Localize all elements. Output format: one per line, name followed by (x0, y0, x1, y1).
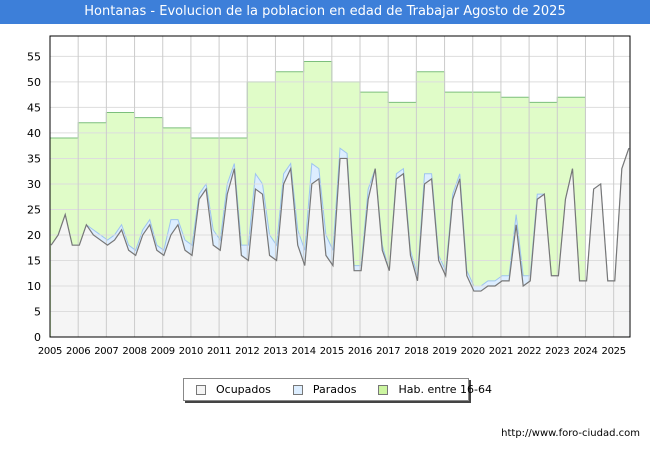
legend-label: Ocupados (216, 383, 271, 396)
x-tick-label: 2014 (292, 346, 316, 357)
x-tick-label: 2024 (573, 346, 597, 357)
y-tick-label: 0 (34, 331, 41, 344)
x-tick-label: 2013 (263, 346, 287, 357)
hab-swatch (378, 384, 389, 395)
y-tick-label: 45 (27, 101, 41, 114)
ocupados-area (51, 148, 629, 337)
chart-title: Hontanas - Evolucion de la poblacion en … (0, 0, 650, 24)
x-tick-label: 2022 (517, 346, 541, 357)
x-tick-label: 2020 (461, 346, 485, 357)
legend: Ocupados Parados Hab. entre 16-64 (183, 378, 492, 401)
legend-label: Hab. entre 16-64 (398, 383, 493, 396)
y-tick-label: 5 (34, 305, 41, 318)
x-tick-label: 2007 (94, 346, 118, 357)
parados-swatch (292, 384, 303, 395)
legend-hab: Hab. entre 16-64 (378, 383, 492, 396)
y-tick-label: 55 (27, 50, 41, 63)
y-tick-label: 30 (27, 178, 41, 191)
legend-label: Parados (312, 383, 357, 396)
ocupados-swatch (196, 384, 206, 395)
y-tick-label: 20 (27, 229, 41, 242)
x-tick-label: 2005 (38, 346, 62, 357)
x-tick-label: 2019 (432, 346, 456, 357)
y-tick-label: 10 (27, 280, 41, 293)
x-tick-label: 2010 (179, 346, 203, 357)
y-tick-label: 15 (27, 254, 41, 267)
x-tick-label: 2008 (122, 346, 146, 357)
plot-border (49, 35, 631, 338)
ocupados-line (50, 148, 630, 292)
x-tick-label: 2015 (320, 346, 344, 357)
x-tick-label: 2009 (151, 346, 175, 357)
x-tick-label: 2023 (545, 346, 569, 357)
x-tick-label: 2016 (348, 346, 372, 357)
y-tick-label: 40 (27, 127, 41, 140)
x-tick-label: 2011 (207, 346, 231, 357)
x-tick-label: 2025 (602, 346, 626, 357)
x-tick-label: 2021 (489, 346, 513, 357)
y-tick-label: 35 (27, 152, 41, 165)
x-tick-label: 2018 (404, 346, 428, 357)
y-tick-label: 25 (27, 203, 41, 216)
legend-parados: Parados (292, 383, 357, 396)
y-tick-label: 50 (27, 76, 41, 89)
source-url[interactable]: http://www.foro-ciudad.com (501, 428, 640, 439)
legend-ocupados: Ocupados (196, 383, 271, 396)
x-tick-label: 2017 (376, 346, 400, 357)
x-tick-label: 2012 (235, 346, 259, 357)
x-tick-label: 2006 (66, 346, 90, 357)
